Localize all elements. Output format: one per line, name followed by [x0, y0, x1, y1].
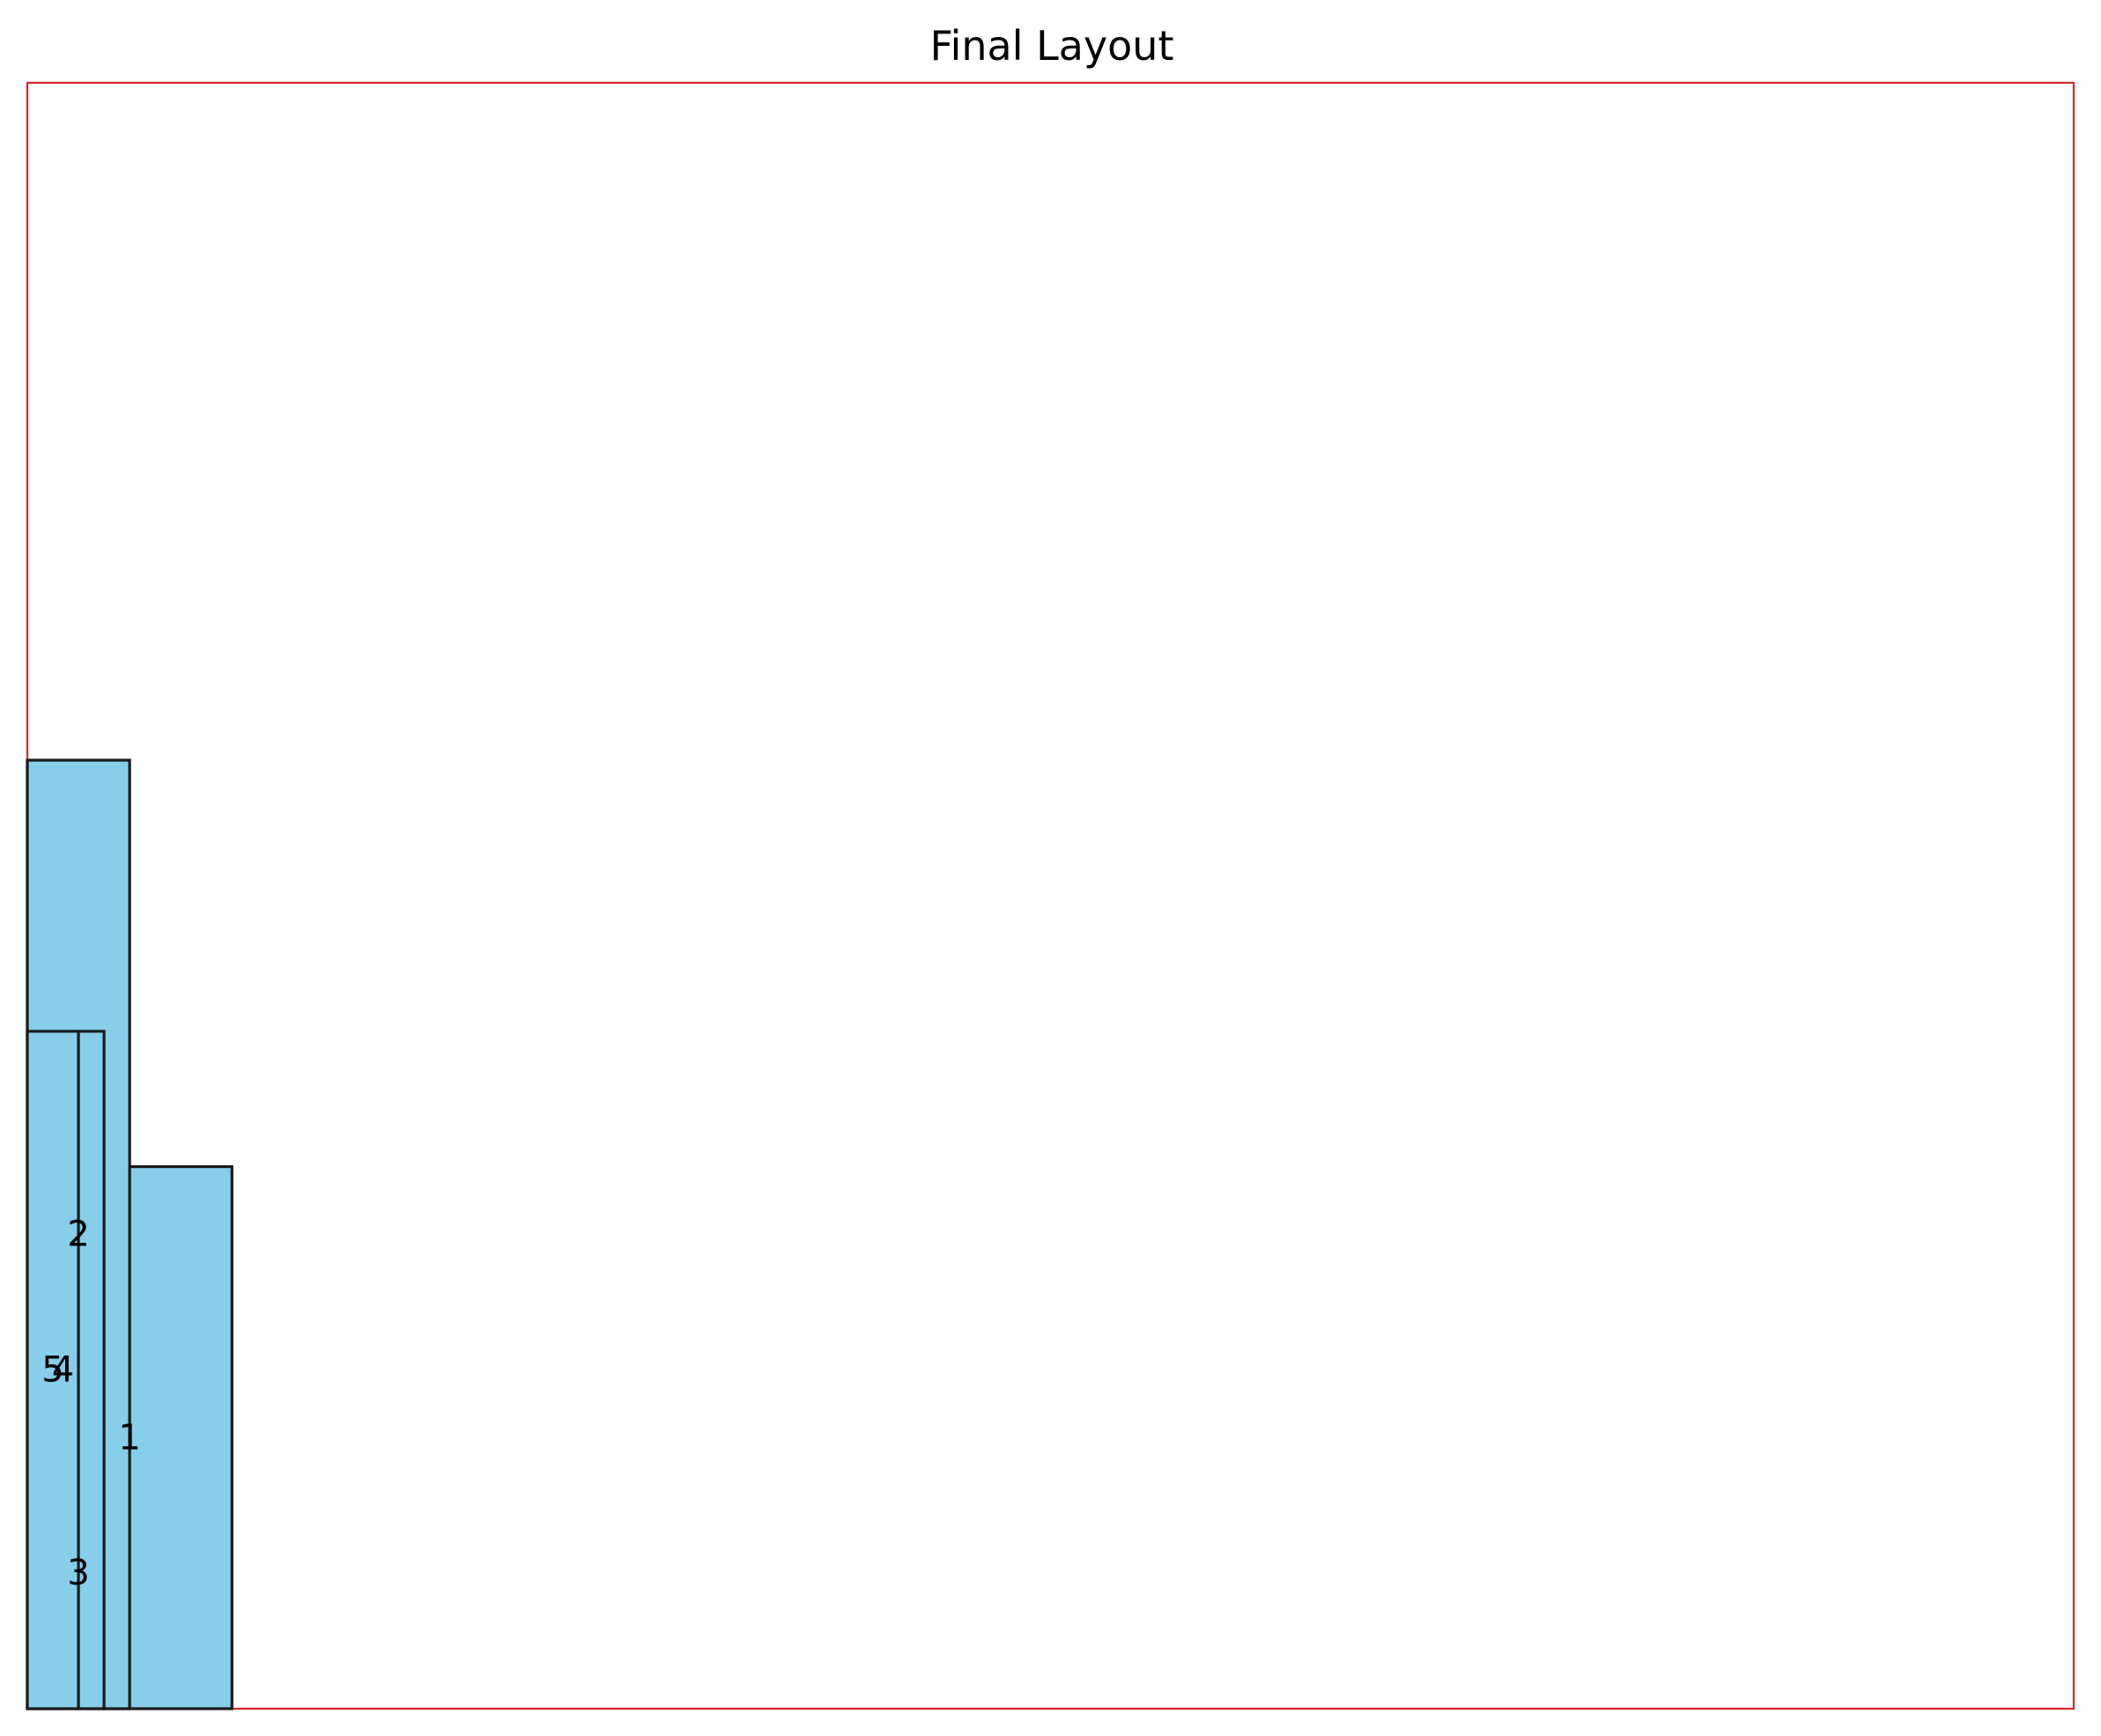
rectangle-label-3: 3	[67, 1553, 89, 1593]
rectangle-5	[77, 1030, 106, 1710]
labels-layer: 1 2 3 45	[41, 1215, 141, 1593]
figure-title: Final Layout	[929, 22, 1173, 70]
rectangle-label-2: 2	[67, 1215, 89, 1255]
rectangle-4	[26, 1030, 80, 1710]
rectangle-label-1: 1	[118, 1417, 140, 1458]
rectangles-layer	[26, 758, 233, 1710]
rectangle-label-4: 4	[52, 1349, 74, 1390]
rectangle-3	[128, 1164, 233, 1710]
rectangle-label-5: 5	[41, 1349, 63, 1390]
